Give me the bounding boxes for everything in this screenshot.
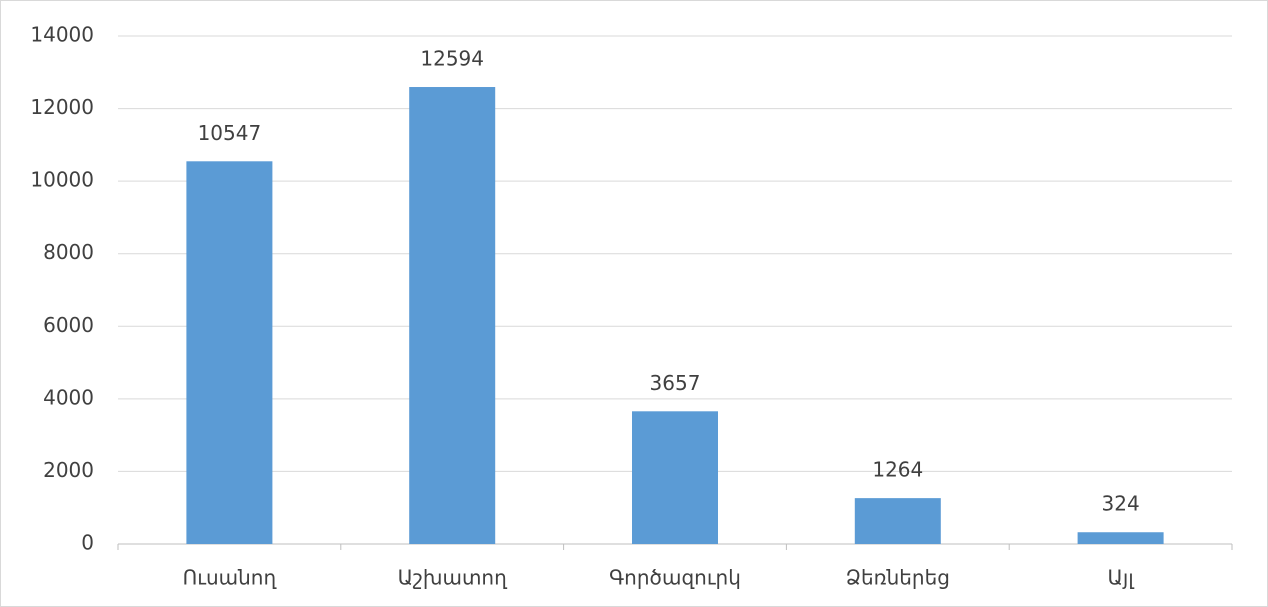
bar <box>854 498 941 544</box>
bar <box>409 87 496 545</box>
data-label: 12594 <box>420 47 484 71</box>
data-label: 3657 <box>650 371 701 395</box>
y-tick-label: 0 <box>81 531 94 555</box>
y-tick-label: 14000 <box>30 23 94 47</box>
bar <box>631 411 719 544</box>
y-tick-label: 2000 <box>43 458 94 482</box>
bar <box>1077 532 1164 544</box>
y-tick-label: 8000 <box>43 240 94 264</box>
y-tick-label: 12000 <box>30 95 94 119</box>
bar <box>186 161 273 545</box>
y-tick-label: 6000 <box>43 313 94 337</box>
data-label: 324 <box>1102 492 1140 516</box>
data-label: 1264 <box>872 458 923 482</box>
x-tick-label: Ձեռներեց <box>846 566 950 590</box>
x-tick-label: Այլ <box>1108 566 1136 590</box>
y-tick-label: 10000 <box>30 168 94 192</box>
data-label: 10547 <box>198 121 262 145</box>
x-tick-label: Ուսանող <box>183 566 278 590</box>
x-tick-label: Աշխատող <box>398 566 509 590</box>
x-tick-label: Գործազուրկ <box>609 566 741 590</box>
y-tick-label: 4000 <box>43 385 94 409</box>
